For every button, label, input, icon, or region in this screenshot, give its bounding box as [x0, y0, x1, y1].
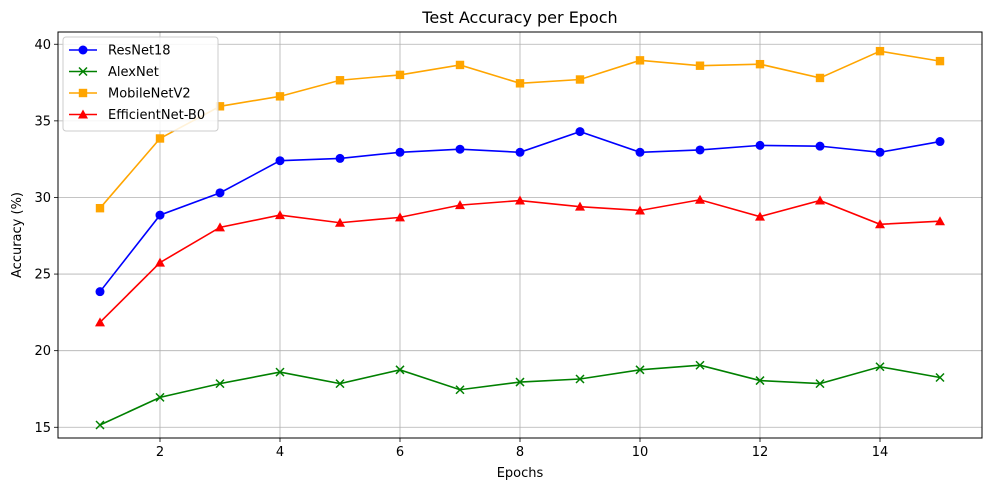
x-axis-title: Epochs: [497, 466, 544, 481]
data-point-alexnet: [275, 367, 285, 377]
data-point-efficientnet-b0: [875, 219, 885, 229]
data-point-alexnet: [515, 377, 525, 387]
data-point-mobilenetv2: [215, 102, 225, 111]
data-point-alexnet: [635, 365, 645, 375]
data-point-resnet18: [755, 140, 765, 150]
data-point-resnet18: [695, 145, 705, 155]
series-efficientnet-b0: [95, 194, 945, 327]
y-tick-label: 25: [34, 268, 51, 283]
data-point-alexnet: [395, 365, 405, 375]
data-point-alexnet: [215, 379, 225, 389]
data-point-mobilenetv2: [575, 75, 585, 84]
data-point-resnet18: [335, 153, 345, 163]
legend-label: ResNet18: [108, 44, 171, 59]
x-tick-label: 2: [156, 445, 164, 460]
data-point-resnet18: [575, 127, 585, 137]
data-point-efficientnet-b0: [455, 200, 465, 210]
legend-item-resnet18: ResNet18: [69, 44, 171, 59]
y-tick-label: 15: [34, 421, 51, 436]
legend-item-alexnet: AlexNet: [69, 65, 159, 80]
x-tick-label: 14: [872, 445, 889, 460]
data-point-mobilenetv2: [935, 56, 945, 66]
data-point-mobilenetv2: [695, 61, 705, 70]
x-tick-label: 8: [516, 445, 524, 460]
data-point-alexnet: [815, 379, 825, 389]
data-point-resnet18: [635, 147, 645, 157]
data-point-efficientnet-b0: [695, 194, 705, 204]
chart-title: Test Accuracy per Epoch: [421, 8, 617, 27]
data-point-efficientnet-b0: [755, 211, 765, 221]
data-point-resnet18: [815, 141, 825, 151]
data-point-mobilenetv2: [275, 92, 285, 101]
data-point-alexnet: [455, 385, 465, 395]
legend-marker: [78, 109, 88, 119]
data-point-efficientnet-b0: [155, 257, 165, 267]
legend: ResNet18 AlexNet MobileNetV2 EfficientNet-B…: [62, 36, 219, 132]
data-point-alexnet: [335, 379, 345, 389]
data-point-mobilenetv2: [635, 56, 645, 65]
data-point-mobilenetv2: [455, 60, 465, 70]
data-point-efficientnet-b0: [635, 205, 645, 215]
data-point-alexnet: [935, 372, 945, 383]
legend-label: EfficientNet-B0: [108, 108, 205, 123]
series-alexnet: [95, 360, 945, 430]
data-point-efficientnet-b0: [815, 195, 825, 205]
data-point-mobilenetv2: [815, 73, 825, 83]
data-point-mobilenetv2: [515, 79, 525, 88]
data-point-resnet18: [95, 287, 105, 297]
data-point-alexnet: [695, 360, 705, 370]
data-point-mobilenetv2: [95, 203, 105, 213]
data-point-alexnet: [575, 374, 585, 384]
data-point-efficientnet-b0: [515, 195, 525, 205]
data-point-efficientnet-b0: [215, 222, 225, 232]
legend-item-mobilenetv2: MobileNetV2: [69, 87, 191, 102]
data-point-alexnet: [155, 392, 165, 402]
data-point-efficientnet-b0: [335, 217, 345, 227]
legend-marker: [78, 88, 88, 98]
data-point-efficientnet-b0: [575, 201, 585, 211]
y-tick-label: 20: [34, 344, 51, 359]
data-point-resnet18: [515, 147, 525, 157]
data-point-resnet18: [455, 144, 465, 154]
y-tick-label: 40: [34, 38, 51, 53]
series-lines: [95, 46, 945, 430]
data-point-mobilenetv2: [875, 46, 885, 56]
data-point-resnet18: [395, 147, 405, 157]
data-point-mobilenetv2: [335, 76, 345, 85]
data-point-resnet18: [275, 156, 285, 166]
x-tick-label: 10: [632, 445, 649, 460]
data-point-alexnet: [95, 420, 105, 430]
data-point-mobilenetv2: [395, 70, 405, 80]
y-axis-title: Accuracy (%): [10, 192, 25, 278]
data-point-resnet18: [155, 210, 165, 220]
legend-label: AlexNet: [108, 65, 159, 80]
legend-item-efficientnet-b0: EfficientNet-B0: [69, 108, 205, 123]
data-point-resnet18: [215, 188, 225, 198]
data-point-efficientnet-b0: [95, 317, 105, 327]
legend-marker: [78, 66, 88, 77]
data-point-efficientnet-b0: [935, 216, 945, 226]
series-mobilenetv2: [95, 46, 945, 213]
data-point-alexnet: [755, 376, 765, 386]
data-point-alexnet: [875, 362, 885, 372]
y-tick-label: 30: [34, 191, 51, 206]
series-resnet18: [95, 127, 945, 297]
x-tick-label: 6: [396, 445, 404, 460]
y-tick-label: 35: [34, 114, 51, 129]
legend-label: MobileNetV2: [108, 87, 191, 102]
legend-box: [62, 36, 219, 132]
data-point-mobilenetv2: [155, 134, 165, 143]
axis-ticks: 2 4 6 8 10 12 14 15 20 25 30 35 40: [34, 38, 888, 460]
data-point-resnet18: [935, 137, 945, 147]
data-point-efficientnet-b0: [275, 210, 285, 220]
data-point-efficientnet-b0: [395, 212, 405, 222]
x-tick-label: 4: [276, 445, 284, 460]
x-tick-label: 12: [752, 445, 769, 460]
data-point-mobilenetv2: [755, 59, 765, 69]
legend-marker: [78, 45, 88, 55]
data-point-resnet18: [875, 147, 885, 157]
